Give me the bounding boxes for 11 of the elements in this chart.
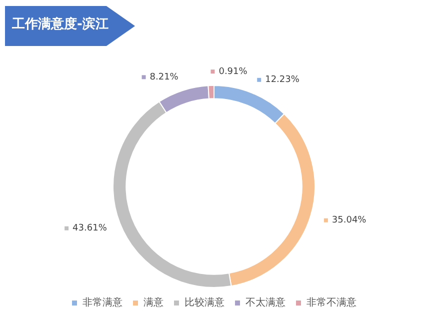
legend-label: 满意 (144, 296, 164, 309)
legend-label: 不太满意 (246, 296, 286, 309)
data-label: 35.04% (332, 216, 367, 226)
chart-title: 工作满意度-滨江 (12, 16, 108, 33)
legend-label: 非常满意 (82, 296, 122, 309)
data-label: 0.91% (218, 66, 248, 77)
legend-label: 比较满意 (184, 296, 224, 309)
data-label: 12.23% (265, 75, 300, 86)
data-label: 8.21% (150, 72, 179, 83)
data-label: 43.61% (72, 224, 108, 234)
legend-label: 非常不满意 (306, 296, 356, 309)
